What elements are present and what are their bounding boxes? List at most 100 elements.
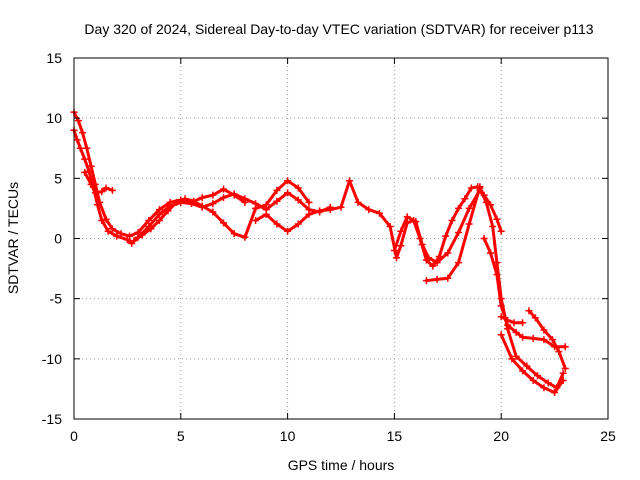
y-tick-label: -5 [50,291,63,307]
data-point-marker [540,384,548,392]
data-point-marker [534,372,542,380]
data-point-marker [198,194,206,202]
axis-ticks [73,57,609,420]
data-point-marker [130,237,138,245]
data-point-marker [529,334,537,342]
data-point-marker [412,218,420,226]
data-point-marker [354,198,362,206]
data-point-marker [87,162,95,170]
data-point-marker [559,376,567,384]
x-tick-label: 25 [600,428,616,444]
data-point-marker [337,203,345,211]
data-point-marker [448,216,456,224]
series-3 [81,168,116,197]
series-12 [497,313,527,327]
data-point-marker [397,227,405,235]
data-point-marker [544,379,552,387]
data-point-marker [487,249,495,257]
data-point-marker [454,204,462,212]
data-point-marker [138,231,146,239]
series-8 [476,184,567,392]
data-point-marker [525,307,533,315]
data-point-marker [273,186,281,194]
data-point-marker [442,232,450,240]
data-point-marker [551,389,559,397]
data-point-marker [252,204,260,212]
data-point-marker [173,198,181,206]
data-point-marker [531,314,539,322]
data-point-marker [375,209,383,217]
data-point-marker [540,326,548,334]
data-point-marker [497,331,505,339]
data-point-marker [145,216,153,224]
data-point-marker [397,242,405,250]
data-point-marker [126,232,134,240]
data-point-marker [117,230,125,238]
data-point-marker [102,184,110,192]
series-7 [422,183,484,285]
data-point-marker [294,220,302,228]
data-point-marker [326,206,334,214]
data-point-marker [96,198,104,206]
data-point-marker [433,275,441,283]
data-point-marker [220,219,228,227]
data-point-marker [510,319,518,327]
series-track [499,315,525,325]
data-point-marker [155,206,163,214]
data-point-marker [512,352,520,360]
data-point-marker [113,232,121,240]
series-track [478,186,565,390]
data-point-marker [454,228,462,236]
x-tick-label: 15 [387,428,403,444]
data-point-marker [209,200,217,208]
data-point-marker [519,319,527,327]
x-axis-label: GPS time / hours [288,457,395,473]
x-tick-label: 20 [493,428,509,444]
data-point-marker [104,227,112,235]
data-point-marker [155,216,163,224]
data-point-marker [561,343,569,351]
data-point-marker [241,233,249,241]
data-point-marker [489,222,497,230]
data-point-marker [91,189,99,197]
series-layer [70,108,569,397]
data-point-marker [123,236,131,244]
y-tick-label: -10 [42,351,62,367]
data-point-marker [461,195,469,203]
data-point-marker [209,191,217,199]
data-point-marker [273,197,281,205]
data-point-marker [294,184,302,192]
data-point-marker [81,168,89,176]
data-point-marker [465,204,473,212]
data-point-marker [433,259,441,267]
data-point-marker [209,208,217,216]
series-track [72,110,247,238]
data-point-marker [497,227,505,235]
data-point-marker [181,195,189,203]
data-point-marker [262,210,270,218]
data-point-marker [164,207,172,215]
data-point-marker [512,328,520,336]
y-tick-label: 10 [46,110,62,126]
data-point-marker [493,271,501,279]
series-track [527,309,567,370]
data-point-marker [482,198,490,206]
data-point-marker [519,367,527,375]
data-point-marker [497,313,505,321]
y-axis-label: SDTVAR / TECUs [5,182,21,294]
data-point-marker [284,177,292,185]
data-point-marker [220,194,228,202]
data-point-marker [559,369,567,377]
data-point-marker [98,216,106,224]
data-point-marker [262,201,270,209]
data-point-marker [98,188,106,196]
data-point-marker [305,198,313,206]
data-point-marker [429,262,437,270]
data-point-marker [444,249,452,257]
data-point-marker [418,241,426,249]
data-point-marker [134,228,142,236]
data-point-marker [390,247,398,255]
data-point-marker [561,364,569,372]
data-point-marker [365,206,373,214]
